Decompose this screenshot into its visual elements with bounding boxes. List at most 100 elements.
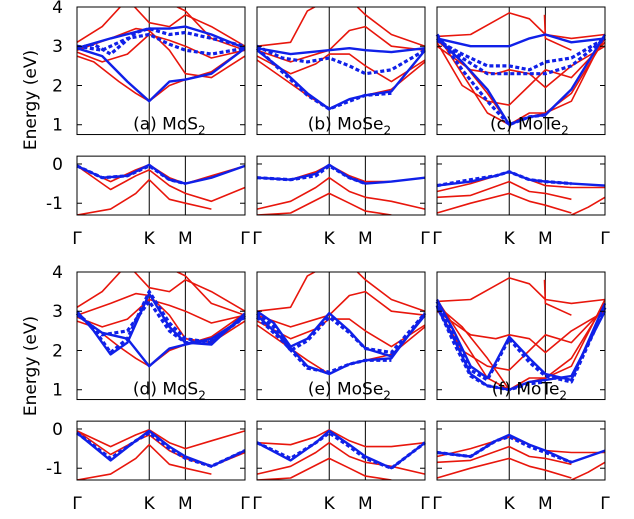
blue-band-dashed xyxy=(435,300,607,384)
y-tick-label: 4 xyxy=(52,0,63,18)
red-band-line xyxy=(436,41,606,106)
red-band-line xyxy=(436,277,606,305)
panel-c: (c) MoTe2 Γ K M Γ xyxy=(432,6,610,249)
y-tick-label: 0 xyxy=(52,420,63,440)
valence-frame xyxy=(436,420,606,481)
valence-frame xyxy=(436,155,606,216)
panel-a: 4 3 2 1 0 -1 (a) MoS2 Γ K M Γ xyxy=(46,0,250,249)
y-axis-label-bottom: Energy (eV) xyxy=(21,316,41,416)
y-tick-label: -1 xyxy=(46,459,63,479)
k-point-label: Γ xyxy=(252,494,262,514)
red-band-line xyxy=(256,59,426,110)
blue-band-dashed xyxy=(256,164,366,186)
red-band-line xyxy=(76,7,122,43)
blue-band-solid xyxy=(436,33,606,48)
y-axis-label-text: Energy (eV) xyxy=(21,50,41,150)
k-point-label: K xyxy=(144,494,156,514)
k-point-label: Γ xyxy=(240,494,250,514)
blue-band-dashed xyxy=(256,44,426,76)
valence-frame xyxy=(76,155,246,216)
k-point-label: K xyxy=(324,229,336,249)
blue-band-dashed xyxy=(436,435,572,464)
panel-d: 4 3 2 1 0 -1 (d) MoS2 Γ K M Γ xyxy=(46,263,250,514)
gap-mask xyxy=(256,399,426,422)
blue-band-dashed xyxy=(435,304,546,392)
y-tick-label: 1 xyxy=(52,381,63,401)
panel-e: (e) MoSe2 Γ K M Γ xyxy=(252,271,430,514)
red-band-line xyxy=(436,12,606,40)
panel-b: (b) MoSe2 Γ K M Γ xyxy=(252,6,430,249)
red-band-line xyxy=(175,272,246,316)
red-band-line xyxy=(436,45,606,89)
valence-frame xyxy=(256,420,426,481)
k-point-label: K xyxy=(504,494,516,514)
k-point-label: M xyxy=(178,229,193,249)
y-tick-label: 3 xyxy=(52,302,63,322)
conduction-frame xyxy=(436,271,606,401)
red-band-line xyxy=(133,272,246,312)
k-point-label: Γ xyxy=(432,229,442,249)
k-point-label: Γ xyxy=(72,229,82,249)
k-point-label: Γ xyxy=(600,494,610,514)
blue-band-solid xyxy=(76,163,246,185)
blue-band-dashed xyxy=(436,170,572,188)
red-band-line xyxy=(256,176,426,210)
k-point-label: Γ xyxy=(72,494,82,514)
k-point-label: M xyxy=(538,229,553,249)
k-point-label: Γ xyxy=(240,229,250,249)
y-tick-label: 1 xyxy=(52,116,63,136)
blue-band-dashed xyxy=(76,164,186,186)
blue-band-dashed xyxy=(255,47,392,111)
red-band-line xyxy=(436,192,572,214)
k-point-label: Γ xyxy=(432,494,442,514)
blue-band-dashed xyxy=(75,299,246,345)
y-axis-label-text: Energy (eV) xyxy=(21,316,41,416)
blue-band-solid xyxy=(76,47,246,103)
y-tick-label: 4 xyxy=(52,263,63,283)
valence-frame xyxy=(256,155,426,216)
k-point-label: Γ xyxy=(252,229,262,249)
gap-mask xyxy=(76,399,246,422)
k-point-label: Γ xyxy=(420,229,430,249)
conduction-frame xyxy=(76,271,246,401)
panel-f: (f) MoTe2 Γ K M Γ xyxy=(432,271,610,514)
red-band-line xyxy=(436,37,606,126)
bands xyxy=(255,7,426,215)
red-band-line xyxy=(256,53,426,83)
k-point-label: M xyxy=(178,494,193,514)
red-band-line xyxy=(256,290,426,328)
gap-mask xyxy=(76,134,246,157)
red-band-line xyxy=(256,441,426,475)
k-point-label: Γ xyxy=(420,494,430,514)
red-band-line xyxy=(76,272,122,308)
red-band-line xyxy=(76,443,212,480)
red-band-line xyxy=(356,272,426,312)
k-point-label: K xyxy=(144,229,156,249)
gap-mask xyxy=(436,399,606,422)
k-point-label: K xyxy=(324,494,336,514)
panel-label: (a) MoS2 xyxy=(133,115,206,138)
blue-band-dashed xyxy=(76,32,246,56)
panel-label: (d) MoS2 xyxy=(133,380,206,403)
blue-band-solid xyxy=(436,170,606,187)
panel-label: (f) MoTe2 xyxy=(492,380,567,403)
blue-band-dashed xyxy=(436,37,607,76)
blue-band-dashed xyxy=(436,37,606,72)
red-band-line xyxy=(76,178,212,215)
red-band-line xyxy=(76,429,246,450)
red-band-line xyxy=(543,279,572,316)
blue-band-dashed xyxy=(255,315,392,374)
blue-band-solid xyxy=(76,314,246,368)
red-band-line xyxy=(175,7,246,51)
gap-mask xyxy=(436,134,606,157)
blue-band-solid xyxy=(76,25,246,50)
y-tick-label: 0 xyxy=(52,155,63,175)
y-tick-label: -1 xyxy=(46,194,63,214)
red-band-line xyxy=(256,318,426,348)
y-axis-label-top: Energy (eV) xyxy=(21,50,41,150)
red-band-line xyxy=(436,34,606,126)
red-band-line xyxy=(133,7,246,47)
red-band-line xyxy=(436,445,572,466)
conduction-frame xyxy=(436,6,606,136)
